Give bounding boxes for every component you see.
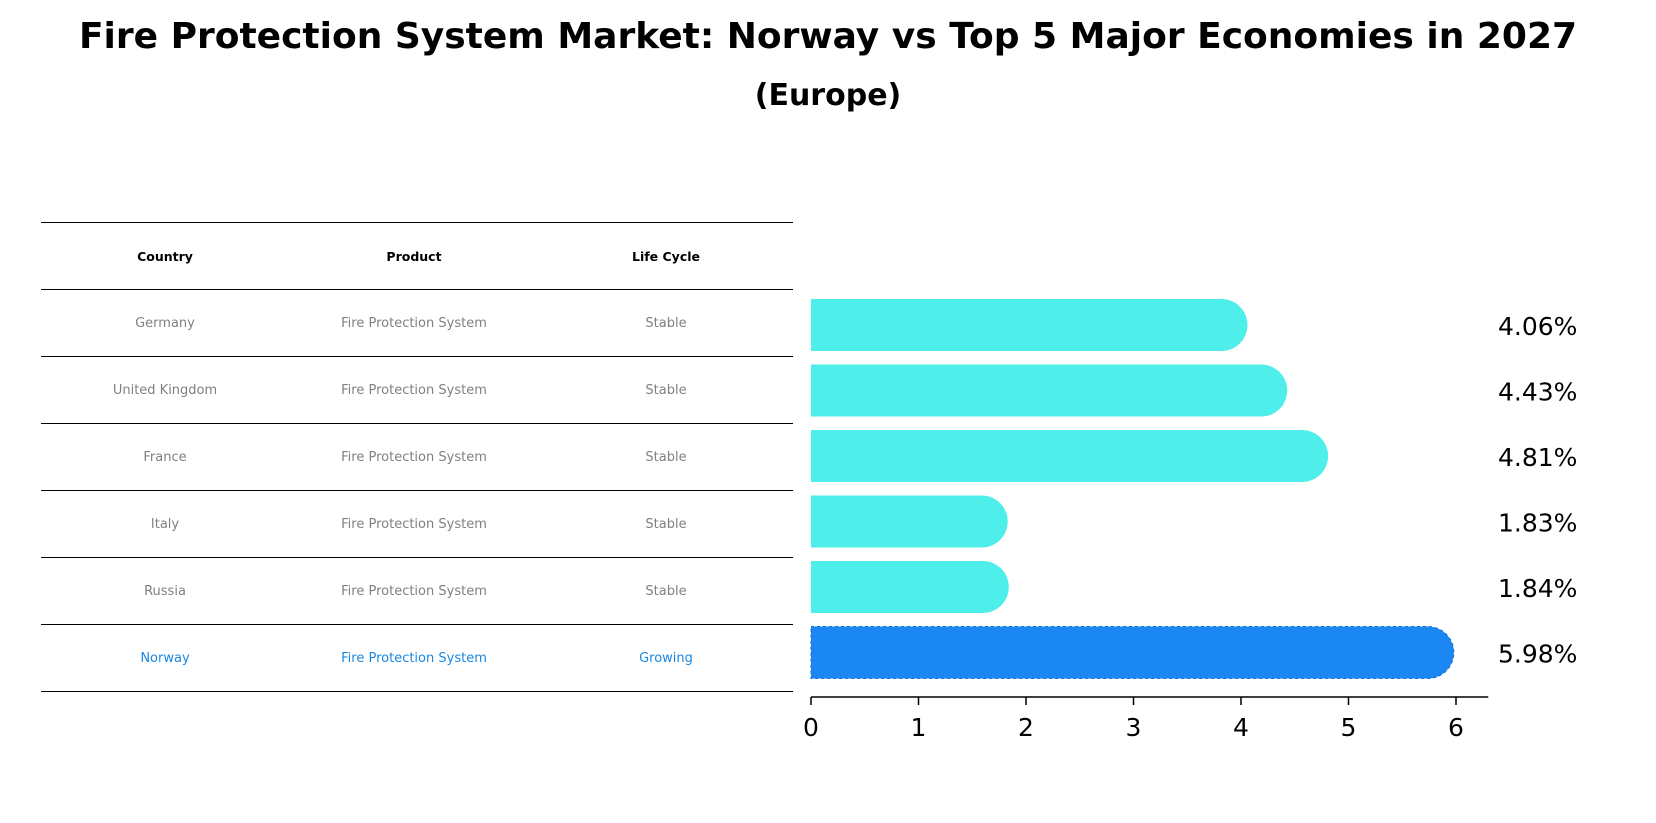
table-row-highlight: Norway Fire Protection System Growing xyxy=(41,624,793,692)
cell-life-cycle: Stable xyxy=(645,315,687,331)
value-label-united-kingdom: 4.43% xyxy=(1498,378,1577,407)
cell-country: Russia xyxy=(144,583,186,599)
table-row: France Fire Protection System Stable xyxy=(41,423,793,490)
cell-product: Fire Protection System xyxy=(341,315,487,331)
x-tick-label: 4 xyxy=(1233,713,1249,742)
header-life-cycle: Life Cycle xyxy=(631,248,700,264)
x-tick-label: 2 xyxy=(1018,713,1034,742)
bar-italy xyxy=(811,495,1008,548)
table-row: Italy Fire Protection System Stable xyxy=(41,490,793,557)
chart-subtitle: (Europe) xyxy=(754,78,902,113)
bar-norway xyxy=(810,626,1455,679)
value-label-germany: 4.06% xyxy=(1498,312,1577,341)
x-tick-label: 6 xyxy=(1448,713,1464,742)
value-label-france: 4.81% xyxy=(1498,443,1577,472)
table-row: Russia Fire Protection System Stable xyxy=(41,557,793,624)
table-header-row: Country Product Life Cycle xyxy=(41,222,793,289)
bar-united-kingdom xyxy=(811,364,1288,417)
x-tick-label: 1 xyxy=(911,713,927,742)
cell-country: Norway xyxy=(140,650,190,666)
cell-product: Fire Protection System xyxy=(341,516,487,532)
cell-country: France xyxy=(143,449,187,465)
x-tick-label: 0 xyxy=(803,713,819,742)
cell-life-cycle: Stable xyxy=(645,583,687,599)
cell-country: Germany xyxy=(135,315,195,331)
cell-product: Fire Protection System xyxy=(341,583,487,599)
cell-life-cycle: Growing xyxy=(639,650,693,666)
cell-country: Italy xyxy=(150,516,180,532)
market-table: Country Product Life Cycle Germany Fire … xyxy=(41,222,793,692)
cell-life-cycle: Stable xyxy=(645,449,687,465)
bar-germany xyxy=(811,299,1248,351)
value-label-italy: 1.83% xyxy=(1498,509,1577,538)
x-tick-label: 5 xyxy=(1341,713,1357,742)
cell-product: Fire Protection System xyxy=(341,449,487,465)
value-label-norway: 5.98% xyxy=(1498,640,1577,669)
header-product: Product xyxy=(386,248,442,264)
x-tick-label: 3 xyxy=(1126,713,1142,742)
bar-france xyxy=(811,430,1329,482)
header-country: Country xyxy=(137,248,193,264)
cell-life-cycle: Stable xyxy=(645,516,687,532)
cell-product: Fire Protection System xyxy=(341,650,487,666)
chart-title: Fire Protection System Market: Norway vs… xyxy=(78,16,1578,57)
cell-product: Fire Protection System xyxy=(341,382,487,398)
bar-russia xyxy=(811,561,1009,613)
table-row: Germany Fire Protection System Stable xyxy=(41,289,793,356)
table-row: United Kingdom Fire Protection System St… xyxy=(41,356,793,423)
cell-life-cycle: Stable xyxy=(645,382,687,398)
value-label-russia: 1.84% xyxy=(1498,574,1577,603)
cell-country: United Kingdom xyxy=(112,382,218,398)
